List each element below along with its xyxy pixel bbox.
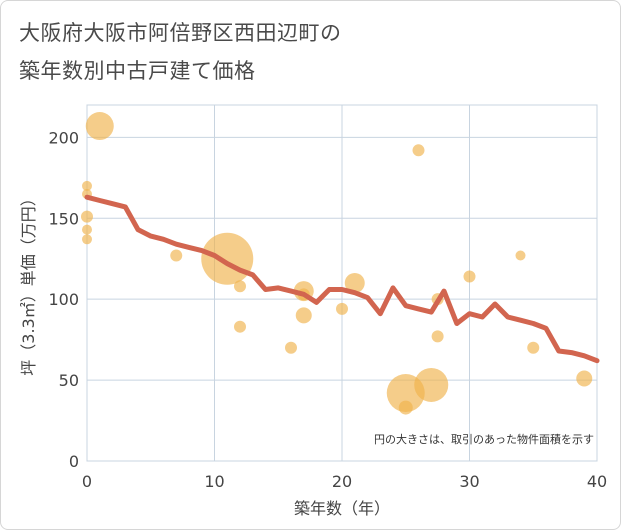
data-point: [515, 250, 526, 261]
data-point: [81, 210, 93, 223]
x-axis-label: 築年数（年）: [294, 499, 390, 518]
data-point: [201, 232, 254, 285]
x-tick-label: 40: [587, 472, 607, 491]
x-tick-label: 10: [204, 472, 224, 491]
trend-line: [84, 194, 600, 364]
chart-title-line1: 大阪府大阪市阿倍野区西田辺町の: [19, 21, 342, 45]
data-point: [336, 302, 348, 315]
y-tick-label: 200: [48, 128, 79, 147]
x-tick-label: 20: [332, 472, 352, 491]
y-tick-label: 150: [48, 209, 79, 228]
data-point: [414, 367, 449, 402]
y-tick-label: 0: [69, 452, 79, 471]
data-point: [82, 234, 92, 245]
data-point: [398, 400, 413, 415]
data-point: [170, 249, 183, 262]
y-axis-label: 坪（3.3㎡）単価（万円）: [19, 190, 38, 375]
data-point: [85, 112, 114, 141]
bubble-size-note: 円の大きさは、取引のあった物件面積を示す: [374, 432, 594, 446]
axis-ticks: 0 10 20 30 40 0 50 100 150 200: [48, 128, 607, 491]
data-point: [463, 270, 476, 283]
data-point: [234, 320, 246, 333]
data-point: [295, 307, 312, 324]
data-point: [527, 341, 540, 354]
data-point: [431, 330, 444, 343]
y-tick-label: 100: [48, 290, 79, 309]
x-tick-label: 30: [459, 472, 479, 491]
grid: [86, 105, 598, 462]
data-point: [82, 180, 92, 191]
data-point: [82, 224, 92, 235]
data-point: [285, 341, 297, 354]
data-point: [344, 273, 365, 293]
data-point: [234, 280, 246, 293]
data-point: [412, 144, 425, 157]
data-point: [576, 370, 593, 387]
chart-title-line2: 築年数別中古戸建て価格: [19, 59, 256, 83]
x-tick-label: 0: [82, 472, 92, 491]
y-tick-label: 50: [59, 371, 79, 390]
